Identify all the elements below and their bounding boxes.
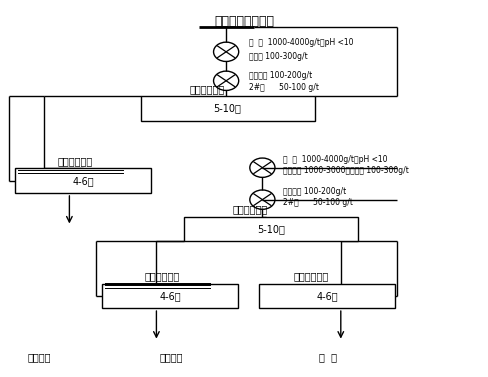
Text: 亚硫酸铁 1000-3000、硫酸铜 100-300g/t: 亚硫酸铁 1000-3000、硫酸铜 100-300g/t: [283, 166, 408, 175]
Bar: [183, 217, 357, 241]
Text: 硫酸铜 100-300g/t: 硫酸铜 100-300g/t: [249, 52, 307, 61]
Text: 尾  矿: 尾 矿: [318, 352, 336, 362]
Text: 5-10分: 5-10分: [213, 103, 241, 113]
Text: 硫  酸  1000-4000g/t、pH <10: 硫 酸 1000-4000g/t、pH <10: [283, 155, 387, 164]
Bar: [15, 169, 151, 193]
Text: 二步浮硫粗选: 二步浮硫粗选: [232, 204, 267, 215]
Text: 2#油      50-100 g/t: 2#油 50-100 g/t: [283, 198, 352, 207]
Text: 铜铅优先浮选尾矿: 铜铅优先浮选尾矿: [214, 15, 274, 28]
Text: 二步浮硫扫选: 二步浮硫扫选: [293, 271, 328, 281]
Bar: [259, 284, 394, 308]
Text: 4-6分: 4-6分: [316, 291, 337, 301]
Text: 2#油      50-100 g/t: 2#油 50-100 g/t: [249, 83, 319, 92]
Text: 一步浮硫精选: 一步浮硫精选: [57, 156, 92, 166]
Text: 硫  酸  1000-4000g/t、pH <10: 硫 酸 1000-4000g/t、pH <10: [249, 38, 353, 48]
Text: 丁基黄药 100-200g/t: 丁基黄药 100-200g/t: [283, 187, 346, 196]
Text: 丁基黄药 100-200g/t: 丁基黄药 100-200g/t: [249, 71, 312, 80]
Text: 4-6分: 4-6分: [72, 176, 94, 186]
Text: 一步浮硫粗选: 一步浮硫粗选: [189, 84, 224, 94]
Bar: [140, 96, 314, 121]
Text: 高硫精矿: 高硫精矿: [27, 352, 51, 362]
Text: 5-10分: 5-10分: [257, 224, 285, 234]
Text: 二步浮硫精选: 二步浮硫精选: [144, 271, 179, 281]
Text: 低硫精矿: 低硫精矿: [159, 352, 183, 362]
Text: 4-6分: 4-6分: [159, 291, 181, 301]
Bar: [102, 284, 238, 308]
